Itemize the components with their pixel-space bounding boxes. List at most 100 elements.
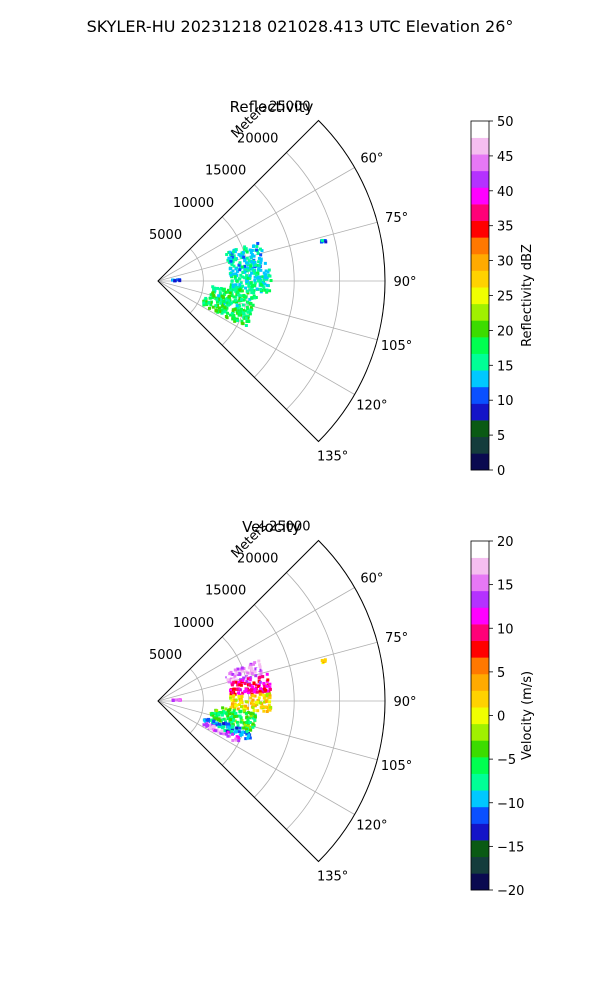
echo-gate [268,700,272,704]
echo-gate [240,666,244,670]
echo-gate [220,311,224,315]
echo-gate [226,722,230,726]
echo-gate [206,723,210,727]
echo-gate [255,244,259,248]
echo-gate [209,724,213,728]
echo-gate [203,298,207,302]
echo-gate [250,271,254,275]
echo-gate [245,279,249,283]
echo-gate [240,319,244,323]
echo-gate [257,684,261,688]
echo-gate [208,726,212,730]
echo-gate [236,707,240,711]
echo-gate [244,316,248,320]
angular-tick-label: 60° [360,152,383,167]
echo-gate [228,288,232,292]
echo-gate [234,298,238,302]
echo-gate [248,716,252,720]
colorbar-segment [471,403,489,421]
echo-gate [223,306,227,310]
echo-gate [230,275,234,279]
echo-gate [171,698,175,702]
echo-gate [229,670,233,674]
echo-gate [238,683,242,687]
echo-gate [230,702,234,706]
echo-gate [246,736,250,740]
echo-gate [242,667,246,671]
echo-gate [211,285,215,289]
echo-gate [254,683,258,687]
echo-gate [213,717,217,721]
colorbar-segment [471,386,489,404]
echo-gate [268,687,272,691]
echo-gate [234,272,238,276]
echo-gate [235,720,239,724]
echo-gate [268,289,272,293]
echo-gate [217,294,221,298]
echo-gate [230,311,234,315]
echo-gate [251,702,255,706]
echo-gate [254,295,258,299]
echo-gate [259,278,263,282]
echo-gate [246,671,250,675]
echo-gate [235,273,239,277]
echo-gate [229,696,233,700]
echo-gate [245,320,249,324]
echo-gate [265,283,269,287]
echo-gate [253,284,257,288]
echo-gate [265,277,269,281]
echo-gate [246,291,250,295]
echo-gate [320,659,324,663]
echo-gate [233,287,237,291]
echo-gate [251,303,255,307]
echo-gate [246,718,250,722]
echo-gate [231,283,235,287]
echo-gate [262,681,266,685]
echo-gate [243,723,247,727]
colorbar-segment [471,303,489,321]
echo-gate [204,296,208,300]
echo-gate [221,706,225,710]
echo-gate [248,678,252,682]
echo-gate [243,264,247,268]
radial-tick-label: 10000 [173,616,214,631]
echo-gate [249,696,253,700]
echo-gate [265,276,269,280]
colorbar-tick-label: 40 [497,185,514,200]
echo-gate [228,250,232,254]
radial-tick-label: 15000 [205,584,246,599]
echo-gate [259,687,263,691]
echo-gate [235,687,239,691]
echo-gate [215,300,219,304]
echo-gate [232,295,236,299]
colorbar-segment [471,453,489,471]
angular-tick-label: 120° [356,399,387,414]
colorbar-segment [471,640,489,658]
echo-gate [234,295,238,299]
colorbar-segment [471,574,489,592]
colorbar-segment [471,790,489,808]
echo-gate [244,323,248,327]
echo-gate [251,722,255,726]
echo-gate [256,709,260,713]
echo-gate [219,286,223,290]
echo-gate [214,716,218,720]
echo-gate [230,691,234,695]
colorbar-segment [471,557,489,575]
echo-gate [250,248,254,252]
echo-gate [252,682,256,686]
echo-gate [235,678,239,682]
echo-gate [208,722,212,726]
echo-gate [224,721,228,725]
echo-gate [236,290,240,294]
echo-gate [241,250,245,254]
echo-gate [246,711,250,715]
angular-gridline [157,280,355,395]
echo-gate [217,717,221,721]
echo-gate [242,707,246,711]
colorbar-tick-label: 15 [497,359,514,374]
colorbar-segment [471,170,489,188]
echo-gate [239,309,243,313]
echo-gate [256,699,260,703]
echo-gate [226,725,230,729]
